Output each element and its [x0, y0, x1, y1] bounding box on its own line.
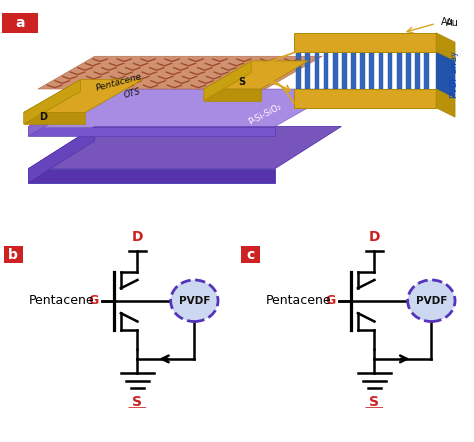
Text: Pentacene: Pentacene [94, 72, 143, 92]
Bar [397, 52, 401, 89]
Bar [324, 52, 328, 89]
Text: ——: —— [128, 403, 147, 412]
Circle shape [408, 280, 455, 321]
Polygon shape [28, 89, 341, 126]
Text: OTS: OTS [123, 87, 142, 100]
Bar [296, 52, 301, 89]
Polygon shape [38, 56, 322, 89]
Bar [351, 52, 356, 89]
Text: Pentacene: Pentacene [28, 294, 94, 307]
Bar [369, 52, 374, 89]
Text: S: S [132, 395, 143, 409]
Text: b: b [9, 248, 18, 262]
Bar [424, 52, 429, 89]
Bar [415, 52, 420, 89]
Polygon shape [294, 89, 436, 108]
Polygon shape [24, 80, 81, 124]
Text: D: D [369, 229, 380, 244]
Polygon shape [24, 112, 85, 124]
Text: a: a [15, 16, 25, 30]
Polygon shape [204, 61, 251, 101]
Polygon shape [204, 89, 261, 101]
Bar [388, 52, 392, 89]
Text: c: c [246, 248, 255, 262]
Text: ——: —— [365, 403, 384, 412]
FancyBboxPatch shape [240, 246, 260, 263]
Bar [315, 52, 319, 89]
FancyBboxPatch shape [2, 13, 38, 33]
Text: PVDF: PVDF [179, 296, 210, 306]
Polygon shape [28, 169, 275, 183]
Text: Pentacene: Pentacene [265, 294, 331, 307]
Text: P-Si-SiO₂: P-Si-SiO₂ [246, 103, 283, 127]
Bar [360, 52, 365, 89]
Text: PVDF array: PVDF array [450, 51, 459, 99]
Text: S: S [238, 77, 246, 87]
FancyBboxPatch shape [4, 246, 23, 263]
Polygon shape [24, 80, 142, 112]
Polygon shape [28, 126, 275, 136]
Text: Au: Au [441, 17, 454, 27]
Circle shape [171, 280, 218, 321]
Text: S: S [369, 395, 380, 409]
Text: G: G [325, 294, 336, 307]
Text: Au: Au [446, 18, 458, 28]
Text: D: D [132, 229, 143, 244]
Polygon shape [436, 89, 455, 117]
Bar [379, 52, 383, 89]
Bar [333, 52, 337, 89]
Text: G: G [88, 294, 99, 307]
Text: D: D [39, 112, 46, 122]
Bar [342, 52, 346, 89]
Polygon shape [28, 89, 95, 136]
Polygon shape [436, 52, 455, 99]
Text: PVDF: PVDF [416, 296, 447, 306]
Polygon shape [28, 126, 95, 183]
Bar [305, 52, 310, 89]
Polygon shape [28, 126, 341, 169]
Polygon shape [436, 33, 455, 61]
Polygon shape [294, 33, 436, 52]
Polygon shape [204, 61, 308, 89]
Bar [406, 52, 410, 89]
